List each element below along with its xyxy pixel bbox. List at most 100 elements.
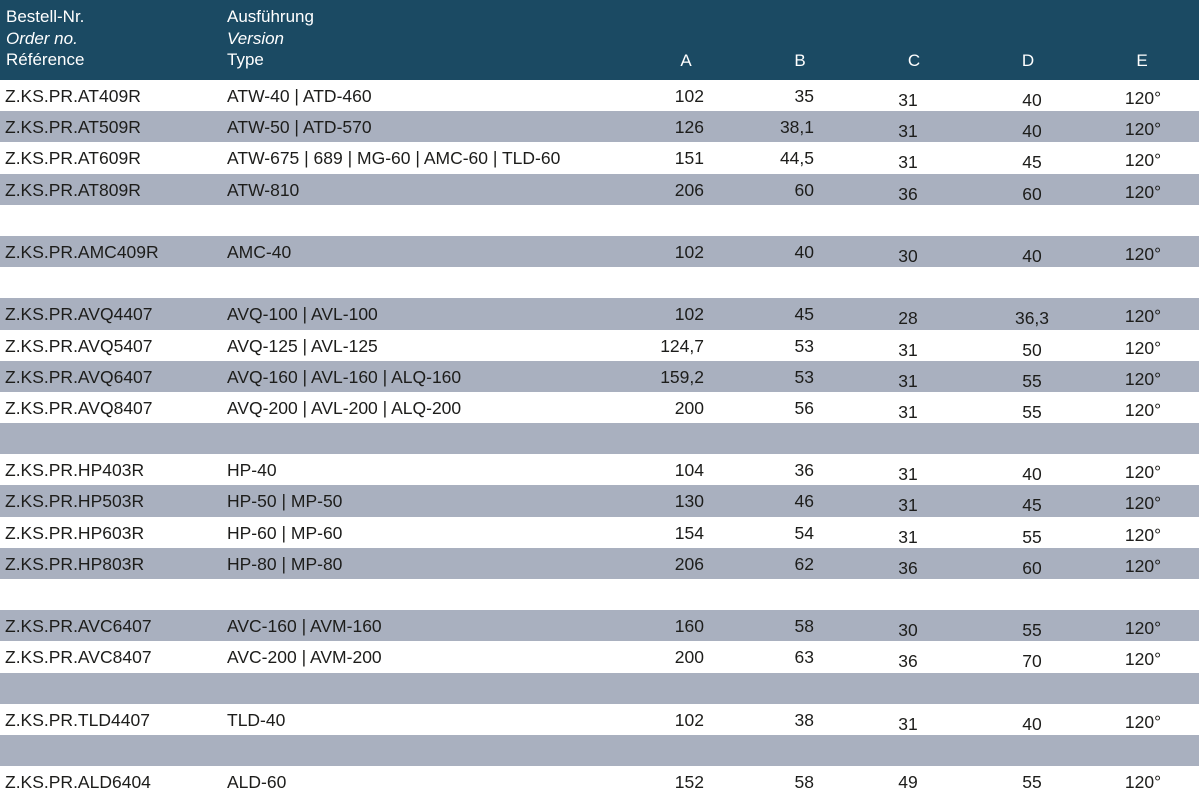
cell-e: 120° bbox=[1124, 772, 1162, 793]
cell-a: 104 bbox=[674, 460, 704, 481]
cell-type: ATW-50 | ATD-570 bbox=[227, 117, 372, 138]
cell-e: 120° bbox=[1124, 493, 1162, 514]
cell-ref: Z.KS.PR.HP403R bbox=[5, 460, 145, 481]
table-row: Z.KS.PR.AT409R ATW-40 | ATD-460 102 35 31 40 1… bbox=[0, 80, 1199, 112]
cell-c: 30 bbox=[898, 620, 918, 641]
table-row: Z.KS.PR.HP503R HP-50 | MP-50 130 46 31 45 120° bbox=[0, 485, 1199, 517]
cell-b: 63 bbox=[794, 647, 814, 668]
cell-type: ALD-60 bbox=[227, 772, 287, 793]
cell-c: 31 bbox=[898, 401, 918, 422]
table-row: Z.KS.PR.AT509R ATW-50 | ATD-570 126 38,1 31 4… bbox=[0, 111, 1199, 143]
header-col-c: C bbox=[907, 51, 921, 70]
cell-d: 55 bbox=[1022, 401, 1042, 422]
cell-c: 31 bbox=[898, 526, 918, 547]
cell-type: AVQ-160 | AVL-160 | ALQ-160 bbox=[227, 366, 462, 387]
cell-c: 36 bbox=[898, 651, 918, 672]
table-row: Z.KS.PR.AVC8407 AVC-200 | AVM-200 200 63 36 7… bbox=[0, 641, 1199, 673]
cell-e: 120° bbox=[1124, 524, 1162, 545]
header-col-a: A bbox=[680, 51, 692, 70]
cell-a: 206 bbox=[674, 179, 704, 200]
cell-ref: Z.KS.PR.AVQ4407 bbox=[5, 304, 153, 325]
cell-type: ATW-40 | ATD-460 bbox=[227, 86, 372, 106]
cell-a: 152 bbox=[674, 772, 704, 793]
cell-b: 60 bbox=[794, 179, 814, 200]
cell-e: 120° bbox=[1124, 337, 1162, 358]
cell-d: 40 bbox=[1022, 464, 1042, 485]
cell-a: 124,7 bbox=[660, 335, 704, 356]
cell-b: 53 bbox=[794, 366, 814, 387]
cell-d: 36,3 bbox=[1014, 308, 1050, 329]
cell-a: 102 bbox=[674, 86, 704, 106]
cell-a: 130 bbox=[674, 491, 704, 512]
header-order-number-fr: Référence bbox=[6, 50, 85, 69]
header-version-fr: Type bbox=[227, 50, 264, 69]
header-version: Ausführung Version Type bbox=[227, 6, 314, 71]
cell-e: 120° bbox=[1124, 243, 1162, 264]
cell-e: 120° bbox=[1124, 555, 1162, 576]
header-version-de: Ausführung bbox=[227, 7, 314, 26]
cell-ref: Z.KS.PR.AVQ5407 bbox=[5, 335, 153, 356]
table-body: Z.KS.PR.AT409R ATW-40 | ATD-460 102 35 31 40 1… bbox=[0, 80, 1199, 798]
cell-b: 54 bbox=[794, 522, 814, 543]
cell-d: 40 bbox=[1022, 90, 1042, 110]
spacer-row bbox=[0, 579, 1199, 611]
table-row: Z.KS.PR.AVC6407 AVC-160 | AVM-160 160 58 30 5… bbox=[0, 610, 1199, 642]
cell-b: 40 bbox=[794, 241, 814, 262]
cell-ref: Z.KS.PR.AVC8407 bbox=[5, 647, 152, 668]
spacer-row bbox=[0, 734, 1199, 767]
cell-a: 200 bbox=[674, 397, 704, 418]
cell-type: AMC-40 bbox=[227, 241, 292, 262]
cell-type: ATW-675 | 689 | MG-60 | AMC-60 | TLD-60 bbox=[227, 148, 561, 169]
cell-c: 31 bbox=[898, 495, 918, 516]
cell-c: 31 bbox=[898, 370, 918, 391]
cell-e: 120° bbox=[1124, 306, 1162, 327]
cell-ref: Z.KS.PR.AT809R bbox=[5, 179, 141, 200]
cell-e: 120° bbox=[1124, 711, 1162, 732]
table-row: Z.KS.PR.AVQ5407 AVQ-125 | AVL-125 124,7 53 3… bbox=[0, 329, 1199, 361]
spacer-row bbox=[0, 267, 1199, 299]
cell-b: 56 bbox=[794, 397, 814, 418]
cell-a: 154 bbox=[674, 522, 704, 543]
cell-d: 55 bbox=[1022, 620, 1042, 641]
cell-type: AVC-160 | AVM-160 bbox=[227, 616, 382, 637]
table-row: Z.KS.PR.HP803R HP-80 | MP-80 206 62 36 60 120° bbox=[0, 547, 1199, 579]
cell-d: 60 bbox=[1022, 557, 1042, 578]
spacer-row bbox=[0, 204, 1199, 236]
cell-a: 102 bbox=[674, 304, 704, 325]
cell-d: 50 bbox=[1022, 339, 1042, 360]
cell-a: 126 bbox=[674, 117, 704, 138]
cell-b: 45 bbox=[794, 304, 814, 325]
table-header: Bestell-Nr. Order no. Référence Ausführu… bbox=[0, 0, 1199, 80]
cell-a: 206 bbox=[674, 553, 704, 574]
cell-ref: Z.KS.PR.AT409R bbox=[5, 86, 141, 106]
header-order-number-en: Order no. bbox=[6, 28, 78, 48]
cell-type: AVQ-125 | AVL-125 bbox=[227, 335, 378, 356]
cell-d: 60 bbox=[1022, 183, 1042, 204]
cell-c: 31 bbox=[898, 152, 918, 173]
cell-e: 120° bbox=[1124, 618, 1162, 639]
cell-type: ATW-810 bbox=[227, 179, 300, 200]
cell-c: 31 bbox=[898, 90, 918, 110]
table-row: Z.KS.PR.AVQ4407 AVQ-100 | AVL-100 102 45 28 3… bbox=[0, 298, 1199, 330]
cell-ref: Z.KS.PR.AVQ8407 bbox=[5, 397, 153, 418]
cell-d: 45 bbox=[1022, 495, 1042, 516]
table-row: Z.KS.PR.HP403R HP-40 104 36 31 40 120° bbox=[0, 454, 1199, 486]
cell-c: 30 bbox=[898, 245, 918, 266]
cell-b: 36 bbox=[794, 460, 814, 481]
cell-c: 31 bbox=[898, 713, 918, 734]
table-row: Z.KS.PR.AVQ8407 AVQ-200 | AVL-200 | ALQ-2… bbox=[0, 391, 1199, 424]
cell-c: 36 bbox=[898, 557, 918, 578]
cell-c: 31 bbox=[898, 339, 918, 360]
cell-a: 102 bbox=[674, 241, 704, 262]
table-row: Z.KS.PR.AVQ6407 AVQ-160 | AVL-160 | ALQ-1… bbox=[0, 360, 1199, 392]
cell-e: 120° bbox=[1124, 399, 1162, 420]
cell-d: 55 bbox=[1022, 772, 1042, 793]
table-row: Z.KS.PR.AMC409R AMC-40 102 40 30 40 120° bbox=[0, 235, 1199, 268]
table-row: Z.KS.PR.TLD4407 TLD-40 102 38 31 40 120° bbox=[0, 703, 1199, 735]
cell-type: HP-40 bbox=[227, 460, 277, 481]
cell-e: 120° bbox=[1124, 368, 1162, 389]
cell-c: 31 bbox=[898, 121, 918, 142]
cell-e: 120° bbox=[1124, 88, 1162, 108]
cell-type: HP-80 | MP-80 bbox=[227, 553, 343, 574]
cell-type: HP-50 | MP-50 bbox=[227, 491, 343, 512]
